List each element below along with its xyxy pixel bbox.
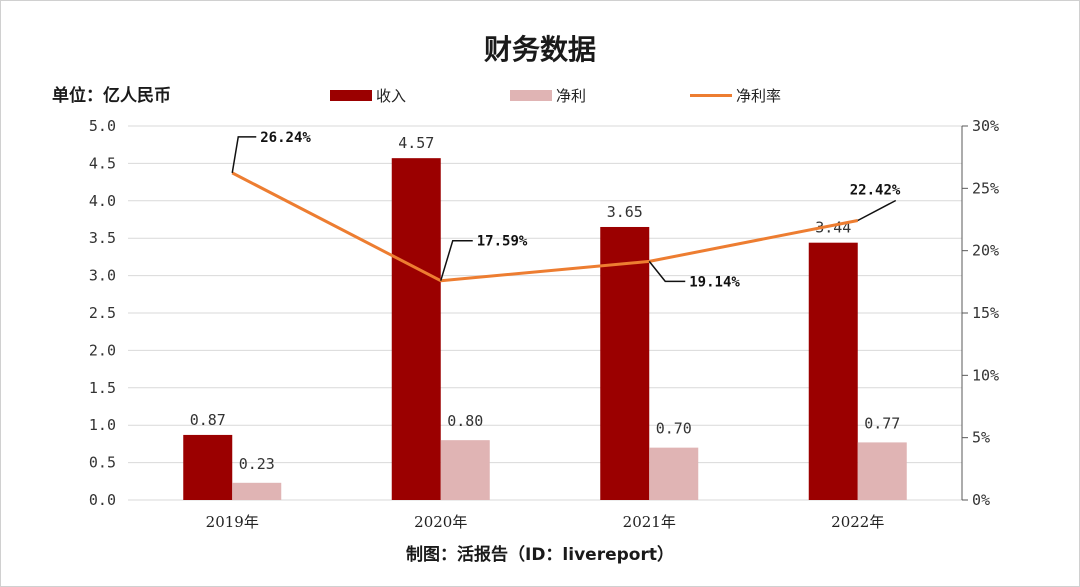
legend-item-revenue: 收入: [330, 85, 406, 106]
leader-line-net-margin: [440, 239, 473, 281]
data-label-revenue: 3.65: [607, 203, 643, 221]
legend-label-revenue: 收入: [376, 87, 407, 105]
y-right-tick-label: 25%: [972, 179, 999, 197]
bar-net-profit: [440, 440, 490, 500]
legend: 收入 净利 净利率: [0, 85, 1080, 107]
legend-item-net-profit: 净利: [510, 85, 586, 106]
legend-label-net-profit: 净利: [556, 87, 587, 105]
bar-revenue: [808, 242, 858, 501]
y-right-tick-label: 20%: [972, 242, 999, 260]
legend-swatch-revenue: [330, 90, 372, 101]
y-left-tick-label: 4.5: [89, 154, 116, 172]
data-label-net-profit: 0.23: [239, 455, 275, 473]
bar-revenue: [391, 158, 441, 500]
data-label-net-margin: 26.24%: [260, 130, 311, 146]
data-label-net-margin: 19.14%: [689, 274, 740, 290]
bar-net-profit: [649, 447, 699, 500]
y-right-tick-label: 5%: [972, 429, 990, 447]
chart-title: 财务数据: [483, 33, 596, 66]
leader-line-net-margin: [231, 136, 257, 173]
y-left-tick-label: 1.5: [89, 379, 116, 397]
x-tick-label: 2022年: [831, 513, 884, 531]
data-label-net-profit: 0.77: [864, 414, 900, 432]
y-right-tick-label: 15%: [972, 304, 999, 322]
y-right-tick-label: 10%: [972, 366, 999, 384]
leader-line-net-margin: [857, 199, 897, 222]
y-right-tick-label: 30%: [972, 117, 999, 135]
bar-net-profit: [857, 442, 907, 500]
data-label-revenue: 4.57: [398, 134, 434, 152]
bar-net-profit: [232, 482, 282, 500]
y-left-tick-label: 3.0: [89, 267, 116, 285]
bar-revenue: [600, 226, 650, 501]
y-left-tick-label: 0.0: [89, 491, 116, 509]
y-right-tick-label: 0%: [972, 491, 990, 509]
x-tick-label: 2020年: [414, 513, 467, 531]
y-left-tick-label: 4.0: [89, 192, 116, 210]
bar-revenue: [183, 434, 233, 500]
y-left-tick-label: 2.0: [89, 341, 116, 359]
y-left-tick-label: 3.5: [89, 229, 116, 247]
x-tick-label: 2021年: [623, 513, 676, 531]
x-tick-label: 2019年: [206, 513, 259, 531]
data-label-revenue: 0.87: [190, 411, 226, 429]
footer-credit: 制图：活报告（ID：livereport）: [406, 545, 674, 565]
data-label-net-profit: 0.70: [656, 420, 692, 438]
data-label-net-margin: 17.59%: [477, 234, 528, 250]
leader-line-net-margin: [648, 260, 686, 283]
y-left-tick-label: 1.0: [89, 416, 116, 434]
y-left-tick-label: 0.5: [89, 454, 116, 472]
unit-label: 单位：亿人民币: [52, 86, 171, 106]
y-left-tick-label: 5.0: [89, 117, 116, 135]
line-net-margin: [231, 171, 859, 283]
y-left-tick-label: 2.5: [89, 304, 116, 322]
legend-line-net-margin: [690, 94, 732, 97]
legend-swatch-net-profit: [510, 90, 552, 101]
legend-label-net-margin: 净利率: [736, 87, 782, 105]
data-label-net-margin: 22.42%: [850, 182, 901, 198]
legend-item-net-margin: 净利率: [690, 85, 781, 106]
data-label-net-profit: 0.80: [447, 412, 483, 430]
